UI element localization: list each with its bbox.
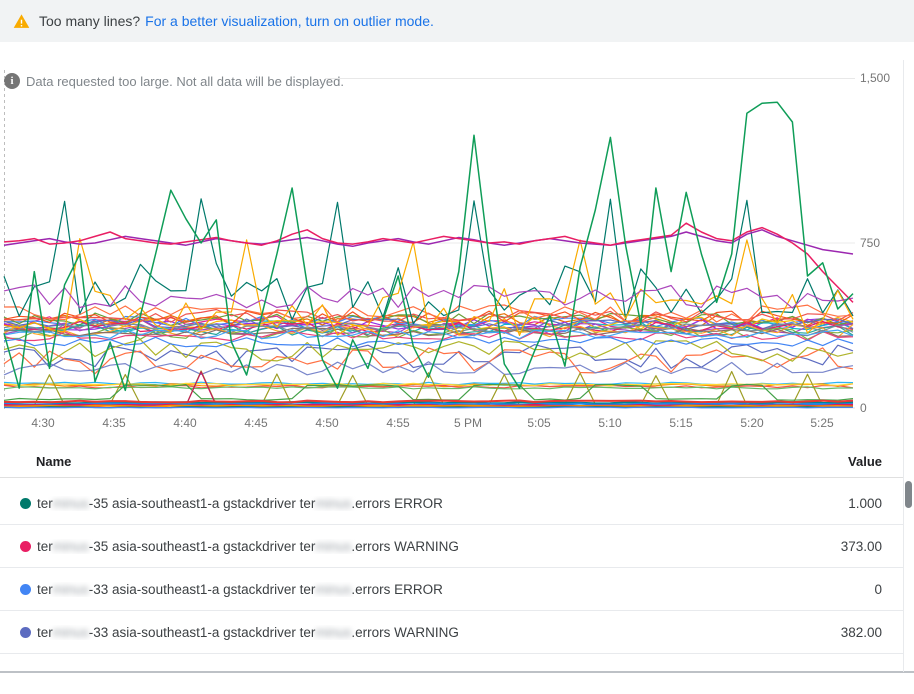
y-tick-750: 750 [860, 236, 881, 250]
series-color-dot [20, 626, 31, 638]
scrollbar-track [903, 60, 904, 672]
chart-line-mid-17 [3, 330, 854, 342]
redacted-text: minus [315, 538, 352, 554]
chart-line-amber-spiky [3, 238, 854, 336]
chart-line-green-main [3, 101, 854, 392]
chart-line-bot-5 [3, 404, 854, 408]
x-tick-label: 4:50 [315, 416, 339, 430]
chart-line-terminus-33-error [3, 406, 854, 409]
series-value: 1.000 [848, 495, 882, 511]
warning-banner: Too many lines? For a better visualizati… [0, 0, 914, 42]
chart-line-low-4 [3, 336, 854, 348]
warning-text: Too many lines? [39, 13, 141, 29]
redacted-text: minus [52, 538, 89, 554]
chart-line-bot-3 [3, 399, 854, 404]
series-color-dot [20, 497, 31, 509]
scrollbar-thumb[interactable] [905, 481, 912, 508]
chart-line-violet-wander [3, 284, 854, 309]
table-header-value: Value [848, 454, 882, 469]
chart-line-bot-2 [3, 402, 854, 406]
gridline-1500 [325, 78, 855, 79]
series-color-dot [20, 540, 31, 552]
x-tick-label: 4:30 [31, 416, 55, 430]
series-value: 0 [874, 581, 882, 597]
x-tick-label: 4:40 [173, 416, 197, 430]
chart-line-mid-15 [3, 327, 854, 337]
chart-line-low-2 [3, 347, 854, 375]
series-name: terminus-35 asia-southeast1-a gstackdriv… [37, 495, 443, 511]
x-tick-label: 4:55 [386, 416, 410, 430]
series-value: 373.00 [840, 538, 882, 554]
chart-line-low-3 [3, 339, 854, 364]
chart-line-low-1 [3, 344, 854, 369]
x-tick-label: 5 PM [453, 416, 483, 430]
series-name: terminus-33 asia-southeast1-a gstackdriv… [37, 624, 459, 640]
y-tick-0: 0 [860, 401, 867, 415]
x-tick-label: 5:05 [527, 416, 551, 430]
x-tick-label: 4:35 [102, 416, 126, 430]
x-tick-label: 5:20 [740, 416, 764, 430]
chart-line-teal-spiky [3, 198, 854, 325]
chart-line-flat-5 [3, 386, 853, 390]
chart-line-mid-19 [3, 308, 854, 323]
chart-line-step-green [3, 383, 854, 401]
bottom-divider [0, 671, 914, 673]
x-tick-label: 5:15 [669, 416, 693, 430]
series-value: 382.00 [840, 624, 882, 640]
redacted-text: minus [315, 495, 352, 511]
y-tick-1500: 1,500 [860, 71, 891, 85]
table-row[interactable]: terminus-33 asia-southeast1-a gstackdriv… [0, 611, 903, 654]
x-tick-label: 4:45 [244, 416, 268, 430]
redacted-text: minus [52, 624, 89, 640]
redacted-text: minus [52, 581, 89, 597]
chart-line-terminus-35-warning [3, 320, 854, 333]
timeseries-chart[interactable] [0, 60, 914, 440]
header-divider [0, 477, 903, 478]
chart-line-flat-4 [3, 382, 854, 387]
info-icon: i [4, 73, 20, 89]
x-tick-label: 5:10 [598, 416, 622, 430]
chart-line-mid-7 [3, 316, 854, 331]
chart-line-purple-750 [3, 229, 854, 255]
redacted-text: minus [315, 581, 352, 597]
series-color-dot [20, 583, 31, 595]
chart-line-pink-750 [3, 222, 854, 303]
x-tick-label: 5:25 [810, 416, 834, 430]
series-name: terminus-35 asia-southeast1-a gstackdriv… [37, 538, 459, 554]
legend-table-header: Name Value [0, 447, 903, 477]
table-header-name: Name [36, 454, 72, 469]
warning-icon [13, 13, 30, 28]
table-row[interactable]: terminus-33 asia-southeast1-a gstackdriv… [0, 568, 903, 611]
table-row[interactable]: terminus-35 asia-southeast1-a gstackdriv… [0, 525, 903, 568]
chart-line-low-5 [3, 361, 854, 376]
redacted-text: minus [315, 624, 352, 640]
chart-line-mid-18 [3, 329, 854, 340]
data-notice: Data requested too large. Not all data w… [26, 74, 344, 89]
table-row[interactable]: terminus-35 asia-southeast1-a gstackdriv… [0, 482, 903, 525]
series-name: terminus-33 asia-southeast1-a gstackdriv… [37, 581, 443, 597]
redacted-text: minus [52, 495, 89, 511]
chart-line-mid-6 [3, 312, 854, 326]
outlier-mode-link[interactable]: For a better visualization, turn on outl… [145, 13, 434, 29]
